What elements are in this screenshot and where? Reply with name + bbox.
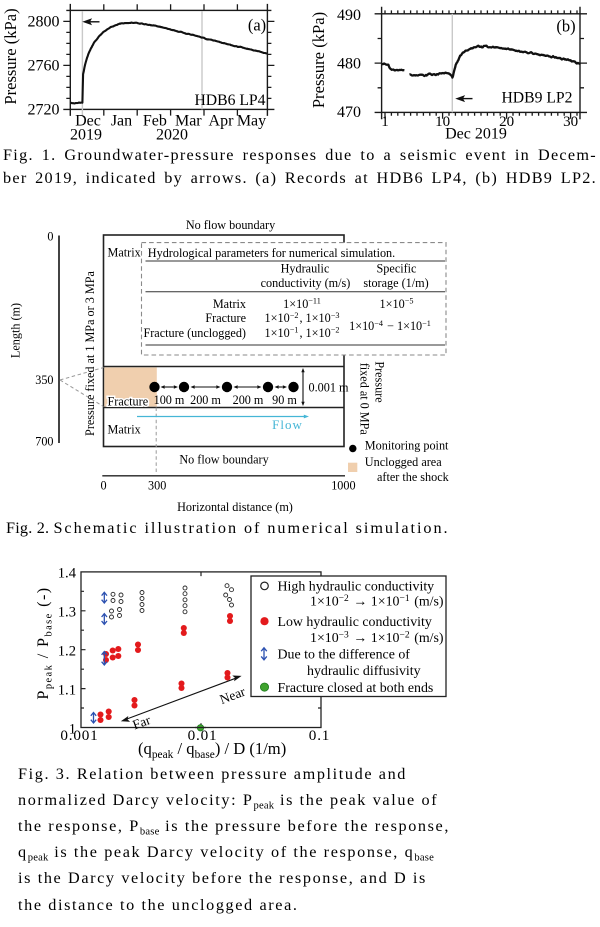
- svg-text:No flow boundary: No flow boundary: [186, 218, 276, 232]
- svg-text:470: 470: [337, 104, 361, 121]
- svg-text:200 m: 200 m: [190, 393, 221, 407]
- svg-text:Horizontal distance (m): Horizontal distance (m): [177, 500, 293, 514]
- svg-text:Ppeak / Pbase (-): Ppeak / Pbase (-): [34, 586, 54, 699]
- svg-text:2020: 2020: [156, 127, 188, 144]
- svg-text:May: May: [237, 112, 266, 129]
- svg-text:Apr: Apr: [209, 112, 235, 129]
- svg-text:300: 300: [148, 479, 166, 493]
- svg-text:200 m: 200 m: [233, 393, 264, 407]
- svg-text:Feb: Feb: [143, 112, 167, 129]
- svg-text:conductivity (m/s): conductivity (m/s): [261, 276, 351, 290]
- svg-text:(b): (b): [556, 16, 575, 35]
- svg-text:after the shock: after the shock: [377, 470, 450, 484]
- svg-text:Hydrological parameters for nu: Hydrological parameters for numerical si…: [148, 246, 395, 260]
- svg-text:90 m: 90 m: [272, 393, 297, 407]
- svg-text:Matrix: Matrix: [108, 246, 141, 260]
- svg-text:1×10−3 → 1×10−2 (m/s): 1×10−3 → 1×10−2 (m/s): [310, 630, 444, 646]
- svg-text:Matrix: Matrix: [108, 422, 141, 436]
- svg-text:Unclogged area: Unclogged area: [365, 455, 442, 469]
- svg-text:High hydraulic conductivity: High hydraulic conductivity: [278, 580, 435, 595]
- svg-text:30: 30: [563, 114, 578, 130]
- svg-text:2800: 2800: [28, 14, 60, 31]
- svg-text:Pressure (kPa): Pressure (kPa): [1, 8, 20, 104]
- svg-text:20: 20: [499, 114, 514, 130]
- svg-text:0.01: 0.01: [188, 727, 218, 744]
- svg-text:Length (m): Length (m): [9, 303, 23, 358]
- svg-text:1×10−2 , 1×10−3: 1×10−2 , 1×10−3: [265, 311, 341, 325]
- svg-text:0: 0: [100, 479, 106, 493]
- svg-text:fixed at 0 MPa: fixed at 0 MPa: [358, 363, 372, 436]
- svg-text:Fracture (unclogged): Fracture (unclogged): [143, 326, 246, 340]
- svg-text:1.3: 1.3: [58, 605, 76, 621]
- svg-text:HDB6 LP4: HDB6 LP4: [194, 92, 265, 109]
- svg-text:No flow boundary: No flow boundary: [179, 452, 269, 466]
- svg-text:350: 350: [35, 373, 53, 387]
- svg-text:Low hydraulic conductivity: Low hydraulic conductivity: [278, 615, 432, 630]
- svg-text:HDB9 LP2: HDB9 LP2: [501, 90, 572, 107]
- svg-text:Flow: Flow: [272, 417, 303, 432]
- svg-text:Specific: Specific: [377, 261, 418, 275]
- svg-text:Pressure (kPa): Pressure (kPa): [309, 12, 328, 108]
- svg-text:0.001 m: 0.001 m: [309, 381, 349, 395]
- svg-text:1.2: 1.2: [58, 644, 76, 660]
- svg-text:100 m: 100 m: [154, 393, 185, 407]
- svg-text:10: 10: [435, 114, 450, 130]
- svg-text:490: 490: [337, 7, 361, 24]
- svg-text:Fracture: Fracture: [108, 394, 149, 408]
- svg-text:700: 700: [35, 435, 53, 449]
- svg-text:2720: 2720: [28, 102, 60, 119]
- svg-text:Fracture closed at both ends: Fracture closed at both ends: [278, 681, 434, 696]
- svg-text:0.1: 0.1: [309, 727, 330, 744]
- svg-text:1.4: 1.4: [58, 566, 77, 582]
- svg-text:480: 480: [337, 56, 361, 73]
- svg-text:Matrix: Matrix: [213, 297, 246, 311]
- svg-text:(qpeak / qbase) / D (1/m): (qpeak / qbase) / D (1/m): [138, 739, 286, 761]
- svg-text:1000: 1000: [331, 479, 355, 493]
- svg-text:(a): (a): [248, 15, 266, 34]
- svg-text:Due to the difference of: Due to the difference of: [278, 648, 411, 663]
- svg-text:0: 0: [47, 230, 53, 244]
- svg-text:2019: 2019: [70, 127, 102, 144]
- svg-text:1: 1: [381, 114, 389, 130]
- svg-text:Hydraulic: Hydraulic: [281, 261, 330, 275]
- svg-text:Far: Far: [130, 712, 153, 732]
- svg-text:Pressure fixed at 1 MPa or 3 M: Pressure fixed at 1 MPa or 3 MPa: [83, 270, 97, 435]
- svg-text:1×10−1 , 1×10−2: 1×10−1 , 1×10−2: [265, 326, 341, 340]
- svg-text:hydraulic diffusivity: hydraulic diffusivity: [307, 664, 421, 679]
- svg-text:storage (1/m): storage (1/m): [363, 276, 428, 290]
- svg-text:Mar: Mar: [175, 112, 202, 129]
- svg-text:Dec 2019: Dec 2019: [445, 126, 507, 143]
- svg-text:1×10−2 → 1×10−1 (m/s): 1×10−2 → 1×10−1 (m/s): [310, 594, 444, 610]
- svg-text:2760: 2760: [28, 58, 60, 75]
- svg-text:Fracture: Fracture: [108, 394, 149, 408]
- svg-text:Fracture: Fracture: [205, 311, 246, 325]
- svg-text:1×10−4 − 1×10−1: 1×10−4 − 1×10−1: [349, 319, 432, 333]
- svg-text:Jan: Jan: [111, 112, 132, 129]
- svg-text:Dec: Dec: [75, 112, 101, 129]
- svg-text:1: 1: [69, 721, 76, 737]
- svg-text:1.1: 1.1: [58, 682, 76, 698]
- svg-text:Pressure: Pressure: [372, 361, 386, 402]
- svg-text:Near: Near: [218, 684, 248, 707]
- svg-text:0.001: 0.001: [60, 727, 98, 744]
- svg-text:Monitoring point: Monitoring point: [365, 439, 449, 453]
